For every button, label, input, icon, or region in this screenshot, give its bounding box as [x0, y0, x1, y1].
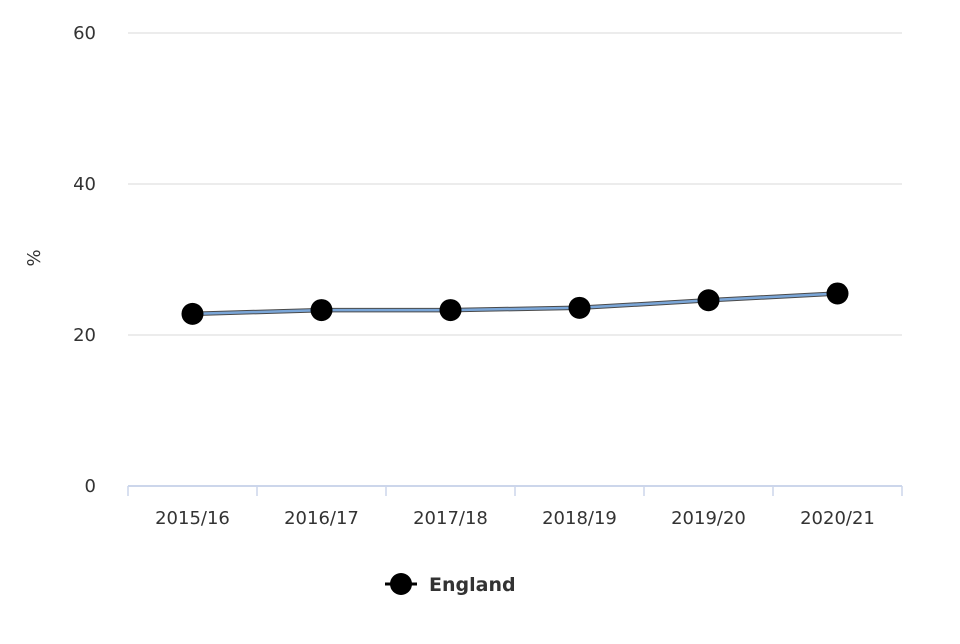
x-tick-label: 2015/16	[155, 508, 230, 529]
x-tick-label: 2019/20	[671, 508, 746, 529]
series-layer	[181, 282, 849, 325]
y-tick-label: 40	[73, 174, 96, 195]
data-point[interactable]	[439, 299, 462, 322]
data-point[interactable]	[826, 282, 849, 305]
y-tick-label: 60	[73, 23, 96, 44]
legend-marker-icon	[390, 573, 412, 595]
y-tick-label: 0	[85, 476, 96, 497]
x-axis-ticks: 2015/16 2016/17 2017/18 2018/19 2019/20 2020/…	[127, 486, 903, 529]
data-point[interactable]	[568, 296, 591, 319]
data-point[interactable]	[181, 302, 204, 325]
y-axis-title: %	[24, 249, 45, 266]
x-tick-label: 2016/17	[284, 508, 359, 529]
x-tick-label: 2017/18	[413, 508, 488, 529]
gridlines	[128, 32, 902, 336]
y-axis-ticks: 0 20 40 60	[73, 23, 96, 497]
data-point[interactable]	[310, 299, 333, 322]
legend-label[interactable]: England	[429, 574, 516, 596]
data-point[interactable]	[697, 289, 720, 312]
series-line[interactable]	[191, 292, 839, 316]
y-tick-label: 20	[73, 325, 96, 346]
x-tick-label: 2020/21	[800, 508, 875, 529]
x-tick-label: 2018/19	[542, 508, 617, 529]
legend[interactable]: England	[385, 573, 516, 596]
